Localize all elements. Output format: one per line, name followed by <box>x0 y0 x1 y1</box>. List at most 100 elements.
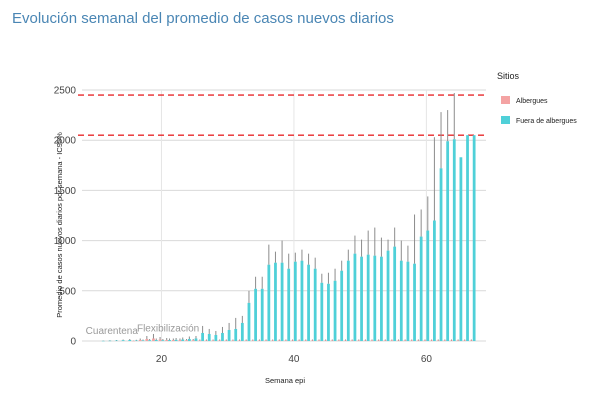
bar-fuera-24 <box>187 338 191 341</box>
bar-fuera-20 <box>161 340 165 341</box>
bar-albergues-28 <box>211 340 215 341</box>
bar-albergues-56 <box>397 340 400 341</box>
y-axis-label: Promedio de casos nuevos diarios por sem… <box>55 132 64 318</box>
chart-title: Evolución semanal del promedio de casos … <box>12 10 394 27</box>
bar-albergues-48 <box>344 340 347 341</box>
bar-albergues-61 <box>430 340 434 341</box>
bar-albergues-23 <box>178 339 182 341</box>
bar-fuera-19 <box>154 339 158 341</box>
bar-albergues-66 <box>463 340 467 341</box>
tick-labels: 0 500 1000 1500 2000 2500 20 40 60 <box>54 86 433 366</box>
bar-fuera-23 <box>181 339 185 341</box>
bar-albergues-58 <box>410 340 414 341</box>
legend-label-fuera-de-albergues: Fuera de albergues <box>516 118 577 125</box>
bar-fuera-22 <box>174 339 178 341</box>
y-tick-0: 0 <box>70 337 76 348</box>
bar-albergues-21 <box>165 339 169 341</box>
reference-lines <box>78 94 488 136</box>
bar-fuera-52 <box>373 255 377 341</box>
bar-fuera-55 <box>393 246 397 341</box>
bar-fuera-35 <box>260 288 264 341</box>
bar-fuera-46 <box>333 280 337 341</box>
bar-fuera-25 <box>194 338 198 341</box>
bar-fuera-11 <box>101 340 105 342</box>
grid <box>82 89 486 342</box>
y-tick-500: 500 <box>59 286 76 297</box>
bar-albergues-37 <box>271 340 275 341</box>
bar-albergues-60 <box>423 340 427 341</box>
bar-fuera-36 <box>267 264 271 341</box>
x-tick-20: 20 <box>156 354 168 365</box>
x-tick-40: 40 <box>288 354 300 365</box>
bar-albergues-52 <box>370 340 374 341</box>
legend: Sitios Albergues Fuera de albergues <box>497 71 577 125</box>
bar-albergues-34 <box>251 340 255 341</box>
bar-albergues-33 <box>244 340 248 341</box>
bar-albergues-17 <box>138 339 142 341</box>
bar-fuera-54 <box>386 250 390 341</box>
bar-fuera-31 <box>234 328 238 341</box>
bar-albergues-32 <box>238 340 241 341</box>
bar-albergues-67 <box>469 340 473 341</box>
bar-fuera-60 <box>426 230 430 341</box>
bar-albergues-55 <box>390 340 394 341</box>
bar-fuera-58 <box>413 263 416 341</box>
bar-albergues-57 <box>403 340 407 341</box>
bar-albergues-20 <box>158 339 162 341</box>
bar-albergues-39 <box>284 340 288 341</box>
bar-fuera-53 <box>380 256 383 341</box>
annotation-0: Cuarentena <box>86 326 139 337</box>
bar-fuera-29 <box>221 332 224 341</box>
bar-fuera-30 <box>227 329 231 341</box>
bar-fuera-39 <box>287 268 291 341</box>
bar-albergues-40 <box>291 340 294 341</box>
bar-fuera-64 <box>452 139 456 341</box>
bar-albergues-54 <box>383 340 387 341</box>
bar-albergues-38 <box>277 340 281 341</box>
y-tick-1500: 1500 <box>54 186 77 197</box>
bar-albergues-44 <box>317 340 321 341</box>
bar-albergues-30 <box>224 340 228 341</box>
bar-albergues-63 <box>443 340 447 341</box>
bar-fuera-42 <box>307 264 310 341</box>
bar-fuera-34 <box>254 288 257 341</box>
bar-fuera-13 <box>115 340 118 341</box>
bar-albergues-24 <box>185 340 188 341</box>
bar-albergues-42 <box>304 340 308 341</box>
annotation-1: Flexibilización <box>137 323 199 334</box>
y-tick-2500: 2500 <box>54 86 77 97</box>
bar-albergues-45 <box>324 340 328 341</box>
bar-fuera-61 <box>433 220 436 341</box>
bar-fuera-27 <box>207 333 211 341</box>
y-tick-1000: 1000 <box>54 236 77 247</box>
annotations: Cuarentena Flexibilización <box>86 323 200 337</box>
bar-albergues-46 <box>330 340 334 341</box>
bar-albergues-36 <box>264 340 268 341</box>
bar-albergues-47 <box>337 340 341 341</box>
bar-albergues-64 <box>450 340 453 341</box>
legend-title: Sitios <box>497 71 520 81</box>
bar-albergues-18 <box>145 338 149 341</box>
bar-fuera-37 <box>274 262 277 341</box>
bar-fuera-49 <box>353 253 357 341</box>
bar-fuera-45 <box>327 283 330 341</box>
bar-fuera-67 <box>472 135 476 341</box>
legend-swatch-fuera-de-albergues <box>501 116 510 124</box>
bar-fuera-15 <box>128 339 132 341</box>
bar-fuera-16 <box>134 340 138 341</box>
bar-albergues-65 <box>456 340 460 341</box>
bar-albergues-53 <box>377 340 381 341</box>
bar-fuera-57 <box>406 261 410 341</box>
bar-fuera-63 <box>446 141 450 341</box>
bar-fuera-26 <box>201 332 204 341</box>
bar-albergues-41 <box>297 340 301 341</box>
bar-fuera-38 <box>280 262 284 341</box>
bar-fuera-56 <box>399 260 403 341</box>
bar-fuera-28 <box>214 334 218 341</box>
bar-fuera-47 <box>340 270 344 341</box>
bar-albergues-59 <box>416 340 420 341</box>
bar-albergues-22 <box>171 339 175 341</box>
bar-fuera-32 <box>240 322 244 341</box>
bar-fuera-41 <box>300 260 304 341</box>
